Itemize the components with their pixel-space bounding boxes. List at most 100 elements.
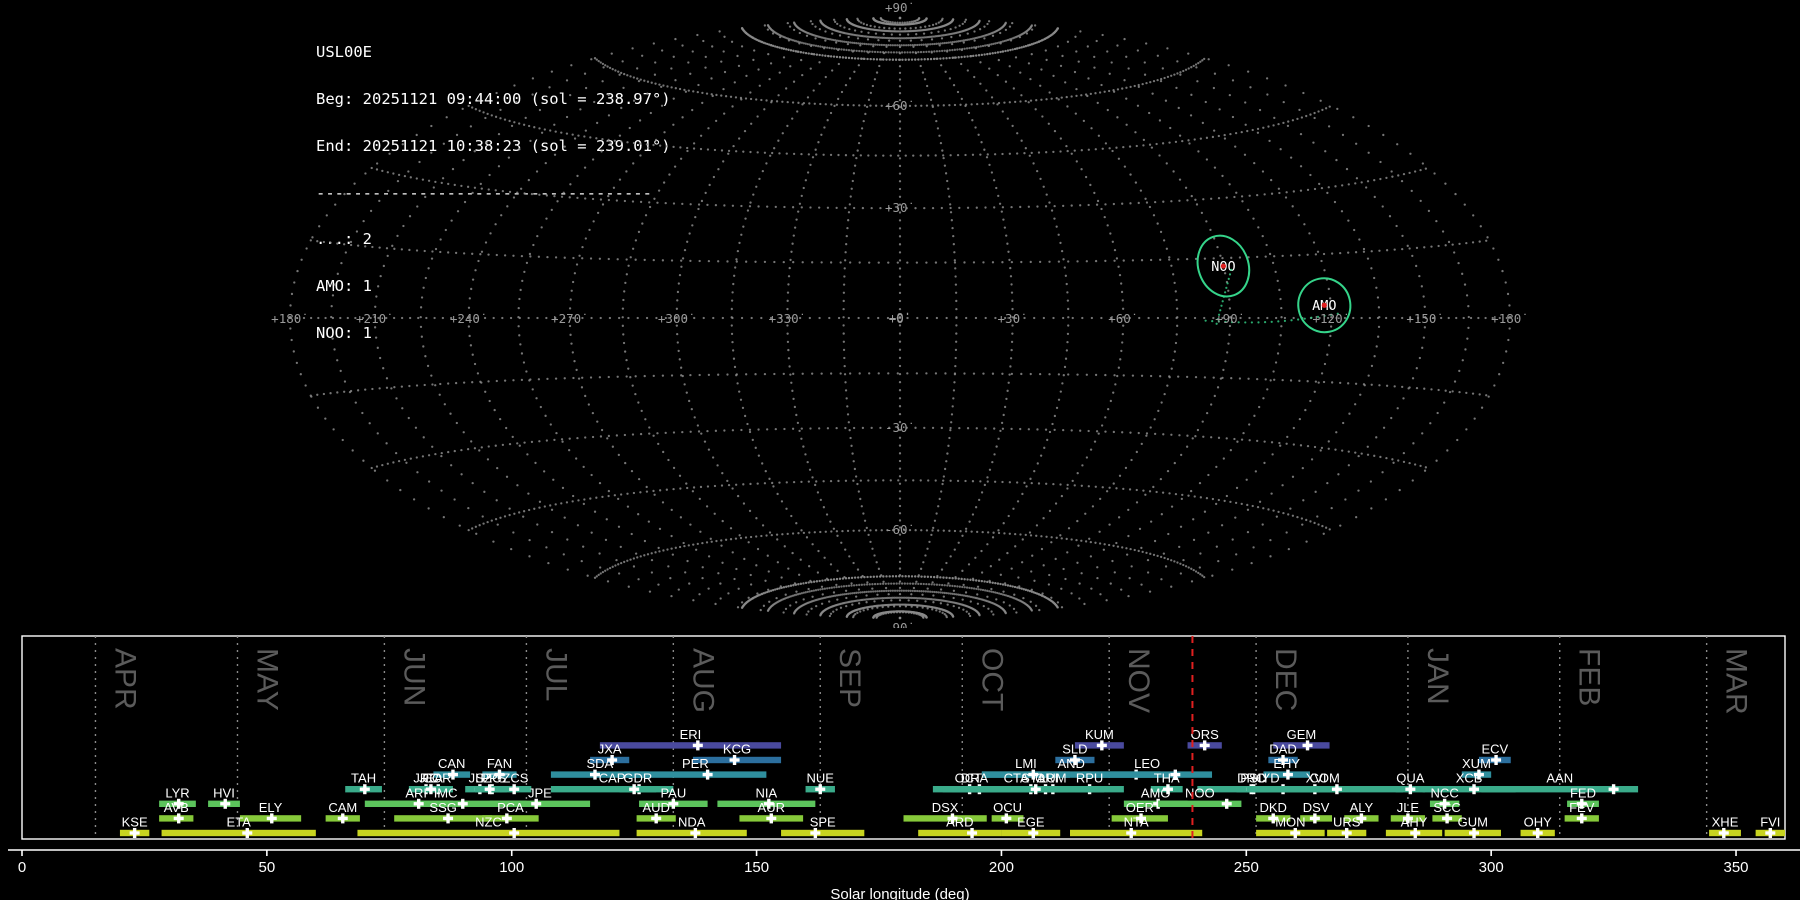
shower-QUA[interactable]: QUA bbox=[1395, 771, 1426, 795]
shower-FVI[interactable]: FVI bbox=[1755, 815, 1785, 839]
shower-PAU[interactable]: PAU bbox=[639, 785, 708, 809]
shower-ETA[interactable]: ETA bbox=[161, 815, 316, 839]
shower-bar-AND[interactable] bbox=[981, 771, 1161, 778]
shower-STA[interactable]: STA bbox=[942, 771, 1124, 795]
shower-SDA[interactable]: SDA bbox=[550, 756, 649, 780]
shower-NTA[interactable]: NTA bbox=[1070, 815, 1203, 839]
shower-AHY[interactable]: AHY bbox=[1385, 815, 1443, 839]
shower-bar-LMI[interactable] bbox=[981, 771, 1071, 778]
shower-HVI[interactable]: HVI bbox=[208, 785, 240, 809]
shower-JPE[interactable]: JPE bbox=[489, 785, 591, 809]
shower-EHY[interactable]: EHY bbox=[1263, 756, 1310, 780]
shower-OCU[interactable]: OCU bbox=[991, 800, 1024, 824]
shower-code-label-ORI: ORI bbox=[1035, 771, 1058, 786]
shower-SLD[interactable]: SLD bbox=[1055, 742, 1095, 766]
shower-DKD[interactable]: DKD bbox=[1256, 800, 1291, 824]
shower-bar-COM[interactable] bbox=[1246, 786, 1404, 793]
shower-OER[interactable]: OER bbox=[1111, 800, 1168, 824]
shower-bar-CAP[interactable] bbox=[550, 786, 674, 793]
shower-bar-LEO[interactable] bbox=[1082, 771, 1213, 778]
shower-bars[interactable]: ERI KUM ORS GEM JXA KCG SLD DAD ECV SDA AND EHY XUM F… bbox=[119, 727, 1785, 839]
shower-bar-SPE[interactable] bbox=[781, 829, 865, 837]
radiant-NOO[interactable]: NOO bbox=[1189, 228, 1257, 303]
shower-bar-PER[interactable] bbox=[624, 771, 767, 778]
sky-map-svg[interactable]: AMO NOO +180˙ +150˙ +120˙ +90˙ +60˙ +30˙ +0˙ +33… bbox=[0, 0, 1800, 628]
shower-JEA[interactable]: JEA bbox=[413, 771, 449, 795]
shower-KUM[interactable]: KUM bbox=[1074, 727, 1124, 751]
shower-bar-AAN[interactable] bbox=[1481, 786, 1639, 793]
shower-AUD[interactable]: AUD bbox=[636, 800, 676, 824]
shower-SPE[interactable]: SPE bbox=[781, 815, 865, 839]
shower-SCC[interactable]: SCC bbox=[1432, 800, 1462, 824]
shower-bar-GEM[interactable] bbox=[1273, 742, 1330, 749]
shower-ALY[interactable]: ALY bbox=[1344, 800, 1379, 824]
shower-PCA[interactable]: PCA bbox=[482, 800, 539, 824]
shower-COM[interactable]: COM bbox=[1246, 771, 1404, 795]
shower-AVB[interactable]: AVB bbox=[159, 800, 194, 824]
shower-bar-NOO[interactable] bbox=[1158, 800, 1242, 807]
shower-DSV[interactable]: DSV bbox=[1300, 800, 1333, 824]
shower-TAH[interactable]: TAH bbox=[345, 771, 382, 795]
shower-LMI[interactable]: LMI bbox=[981, 756, 1071, 780]
shower-AUR[interactable]: AUR bbox=[739, 800, 804, 824]
shower-FED[interactable]: FED bbox=[1567, 785, 1599, 809]
shower-ARI[interactable]: ARI bbox=[379, 785, 453, 809]
shower-KSE[interactable]: KSE bbox=[119, 815, 150, 839]
radiant-AMO[interactable]: AMO bbox=[1293, 273, 1355, 337]
shower-NCC[interactable]: NCC bbox=[1429, 785, 1460, 809]
shower-FAN[interactable]: FAN bbox=[482, 756, 517, 780]
shower-code-label-PPS: PPS bbox=[480, 771, 506, 786]
shower-LEO[interactable]: LEO bbox=[1082, 756, 1213, 780]
shower-CAM[interactable]: CAM bbox=[325, 800, 360, 824]
shower-XCB[interactable]: XCB bbox=[1422, 771, 1516, 795]
shower-bar-ARD[interactable] bbox=[918, 829, 1002, 837]
shower-code-label-TAH: TAH bbox=[351, 771, 376, 786]
shower-FEV[interactable]: FEV bbox=[1564, 800, 1599, 824]
shower-bar-DSX[interactable] bbox=[903, 815, 987, 822]
shower-XHE[interactable]: XHE bbox=[1709, 815, 1741, 839]
month-label-NOV: NOV bbox=[1122, 648, 1155, 713]
shower-SSG[interactable]: SSG bbox=[394, 800, 493, 824]
shower-peak-marker-THA bbox=[1162, 784, 1173, 795]
radiant-markers[interactable]: AMO NOO bbox=[1189, 228, 1355, 337]
shower-OHY[interactable]: OHY bbox=[1520, 815, 1555, 839]
shower-ELY[interactable]: ELY bbox=[239, 800, 302, 824]
shower-ECV[interactable]: ECV bbox=[1478, 742, 1511, 766]
shower-ARD[interactable]: ARD bbox=[918, 815, 1002, 839]
shower-NIA[interactable]: NIA bbox=[717, 785, 816, 809]
shower-DAD[interactable]: DAD bbox=[1268, 742, 1298, 766]
shower-bar-ERI[interactable] bbox=[599, 742, 782, 749]
shower-ORS[interactable]: ORS bbox=[1187, 727, 1222, 751]
lon-label-+120: +120˙ bbox=[1313, 311, 1351, 326]
sky-map-panel[interactable]: AMO NOO +180˙ +150˙ +120˙ +90˙ +60˙ +30˙ +0˙ +33… bbox=[0, 0, 1800, 628]
lat-label-+30: +30˙ bbox=[885, 200, 915, 215]
shower-bar-ETA[interactable] bbox=[161, 829, 316, 837]
shower-NZC[interactable]: NZC bbox=[357, 815, 620, 839]
shower-CAP[interactable]: CAP bbox=[550, 771, 674, 795]
shower-AAN[interactable]: AAN bbox=[1481, 771, 1639, 795]
shower-KCG[interactable]: KCG bbox=[692, 742, 782, 766]
shower-peak-marker-KSE bbox=[129, 828, 140, 838]
timeline-svg[interactable]: APR MAY JUN JUL AUG SEP OCT NOV DEC JAN FEB MAR ERI… bbox=[0, 628, 1800, 900]
shower-SZC[interactable]: SZC bbox=[474, 771, 502, 795]
shower-NUE[interactable]: NUE bbox=[805, 771, 835, 795]
shower-EGE[interactable]: EGE bbox=[1001, 815, 1061, 839]
shower-NDA[interactable]: NDA bbox=[636, 815, 747, 839]
shower-ERI[interactable]: ERI bbox=[599, 727, 782, 751]
shower-CAN[interactable]: CAN bbox=[433, 756, 471, 780]
shower-URS[interactable]: URS bbox=[1327, 815, 1367, 839]
shower-GUM[interactable]: GUM bbox=[1444, 815, 1501, 839]
shower-bar-NZC[interactable] bbox=[357, 829, 620, 837]
shower-LYR[interactable]: LYR bbox=[159, 785, 196, 809]
shower-PER[interactable]: PER bbox=[624, 756, 767, 780]
shower-GEM[interactable]: GEM bbox=[1273, 727, 1330, 751]
shower-MON[interactable]: MON bbox=[1256, 815, 1325, 839]
shower-ZCS[interactable]: ZCS bbox=[499, 771, 532, 795]
shower-activity-timeline[interactable]: APR MAY JUN JUL AUG SEP OCT NOV DEC JAN FEB MAR ERI… bbox=[0, 628, 1800, 900]
shower-JXA[interactable]: JXA bbox=[590, 742, 630, 766]
shower-THA[interactable]: THA bbox=[1150, 771, 1183, 795]
shower-DSX[interactable]: DSX bbox=[903, 800, 987, 824]
shower-XUM[interactable]: XUM bbox=[1461, 756, 1492, 780]
header-divider: ------------------------------------ bbox=[316, 183, 652, 202]
shower-JLE[interactable]: JLE bbox=[1390, 800, 1426, 824]
